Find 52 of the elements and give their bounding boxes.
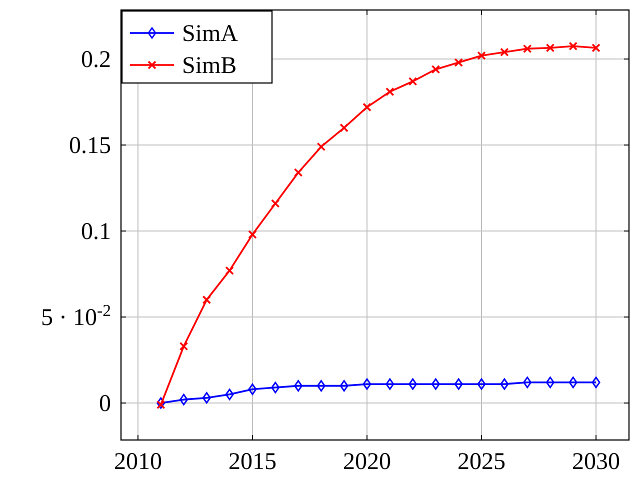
y-tick-label: 5 · 10$^{-2}$ bbox=[41, 300, 111, 332]
point bbox=[225, 266, 234, 275]
point bbox=[316, 380, 326, 392]
point bbox=[248, 230, 257, 239]
point bbox=[386, 378, 394, 390]
y-tick-label: 0.15 bbox=[69, 133, 111, 160]
point bbox=[546, 376, 554, 388]
point bbox=[202, 295, 212, 304]
point bbox=[408, 76, 418, 86]
point bbox=[477, 51, 486, 60]
legend-label: SimA bbox=[182, 21, 239, 47]
point bbox=[454, 58, 463, 67]
point bbox=[179, 342, 188, 351]
point bbox=[408, 378, 418, 390]
point bbox=[454, 378, 463, 390]
x-tick-label: 2025 bbox=[458, 449, 506, 475]
point bbox=[546, 43, 555, 52]
x-tick-label: 2020 bbox=[342, 449, 391, 475]
legend-label: SimB bbox=[182, 53, 237, 79]
point bbox=[385, 87, 394, 96]
point bbox=[568, 376, 578, 388]
point bbox=[156, 397, 166, 409]
point bbox=[340, 380, 348, 392]
point bbox=[202, 392, 211, 404]
point bbox=[592, 43, 600, 52]
point bbox=[477, 378, 486, 390]
point bbox=[294, 168, 303, 177]
point bbox=[271, 382, 280, 394]
point bbox=[362, 102, 372, 112]
point bbox=[592, 376, 600, 388]
y-tick-label: 0.2 bbox=[81, 47, 111, 74]
x-tick-label: 2015 bbox=[228, 449, 276, 475]
y-tick-label: 0 bbox=[99, 391, 111, 418]
point bbox=[362, 378, 372, 390]
point bbox=[156, 400, 166, 410]
point bbox=[431, 64, 440, 74]
point bbox=[248, 384, 257, 396]
point bbox=[522, 44, 532, 54]
point bbox=[431, 378, 440, 390]
x-tick-label: 2010 bbox=[114, 449, 162, 475]
point bbox=[180, 394, 188, 406]
point bbox=[340, 123, 348, 132]
point bbox=[523, 376, 532, 388]
point bbox=[294, 380, 303, 392]
point bbox=[225, 388, 234, 400]
point bbox=[568, 42, 578, 51]
point bbox=[500, 48, 509, 57]
point bbox=[270, 199, 280, 208]
x-tick-label: 2030 bbox=[572, 449, 620, 475]
point bbox=[500, 378, 509, 390]
y-tick-label: 0.1 bbox=[81, 219, 111, 246]
point bbox=[316, 142, 326, 152]
